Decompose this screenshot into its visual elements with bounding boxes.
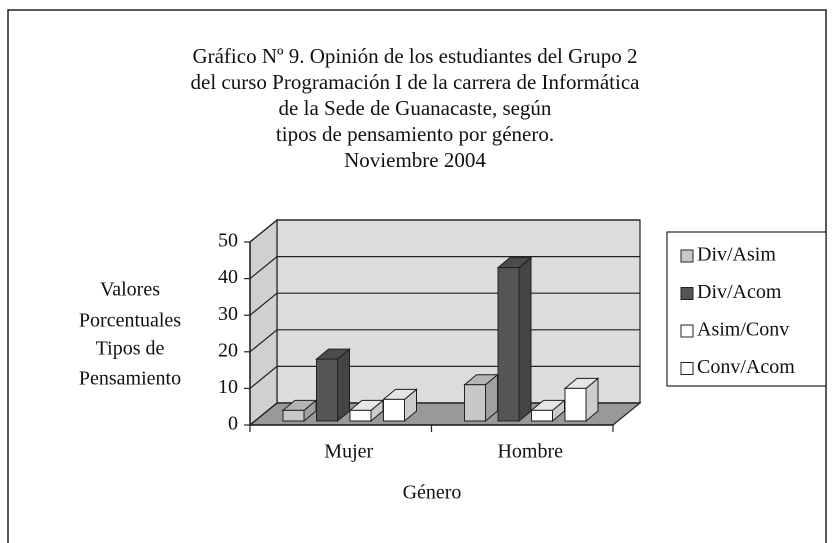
y-label: Tipos de bbox=[96, 338, 165, 360]
legend-label: Asim/Conv bbox=[697, 319, 789, 341]
bar bbox=[497, 267, 520, 422]
grid-line bbox=[249, 402, 278, 426]
y-tick-label: 40 bbox=[218, 266, 238, 288]
y-tick-label: 0 bbox=[228, 413, 238, 435]
legend-swatch bbox=[680, 249, 694, 263]
title-line: tipos de pensamiento por género. bbox=[276, 122, 554, 146]
x-tick-label: Hombre bbox=[497, 441, 563, 463]
y-tick-label: 20 bbox=[218, 339, 238, 361]
title-line: de la Sede de Guanacaste, según bbox=[279, 96, 552, 120]
side-wall bbox=[249, 218, 278, 427]
legend-label: Conv/Acom bbox=[697, 356, 795, 378]
grid-line bbox=[249, 329, 278, 353]
y-label: Valores bbox=[100, 279, 160, 301]
bar bbox=[383, 398, 405, 422]
bar-side bbox=[518, 256, 532, 423]
title-line: Noviembre 2004 bbox=[344, 148, 486, 172]
y-tick-label: 30 bbox=[218, 303, 238, 325]
legend-label: Div/Asim bbox=[697, 244, 776, 266]
bar bbox=[316, 358, 338, 422]
grid-line bbox=[249, 292, 278, 316]
title-line: Gráfico Nº 9. Opinión de los estudiantes… bbox=[192, 44, 637, 68]
y-tick-label: 10 bbox=[218, 376, 238, 398]
y-label: Pensamiento bbox=[79, 368, 181, 390]
bar bbox=[282, 409, 305, 422]
bar bbox=[464, 384, 486, 422]
legend-label: Div/Acom bbox=[697, 281, 782, 303]
legend-swatch bbox=[680, 287, 694, 300]
grid-line bbox=[249, 219, 278, 243]
y-tick-label: 50 bbox=[218, 230, 238, 252]
grid-line bbox=[249, 256, 278, 280]
bar-side bbox=[337, 348, 350, 423]
bar bbox=[531, 409, 553, 422]
y-label: Porcentuales bbox=[79, 310, 181, 332]
title-line: del curso Programación I de la carrera d… bbox=[191, 70, 641, 94]
bar bbox=[349, 409, 372, 422]
legend-swatch bbox=[680, 362, 694, 375]
bar bbox=[564, 387, 587, 422]
grid-line bbox=[249, 365, 278, 389]
x-tick-label: Mujer bbox=[324, 441, 373, 463]
legend-swatch bbox=[680, 324, 694, 338]
x-label: Género bbox=[403, 482, 462, 504]
